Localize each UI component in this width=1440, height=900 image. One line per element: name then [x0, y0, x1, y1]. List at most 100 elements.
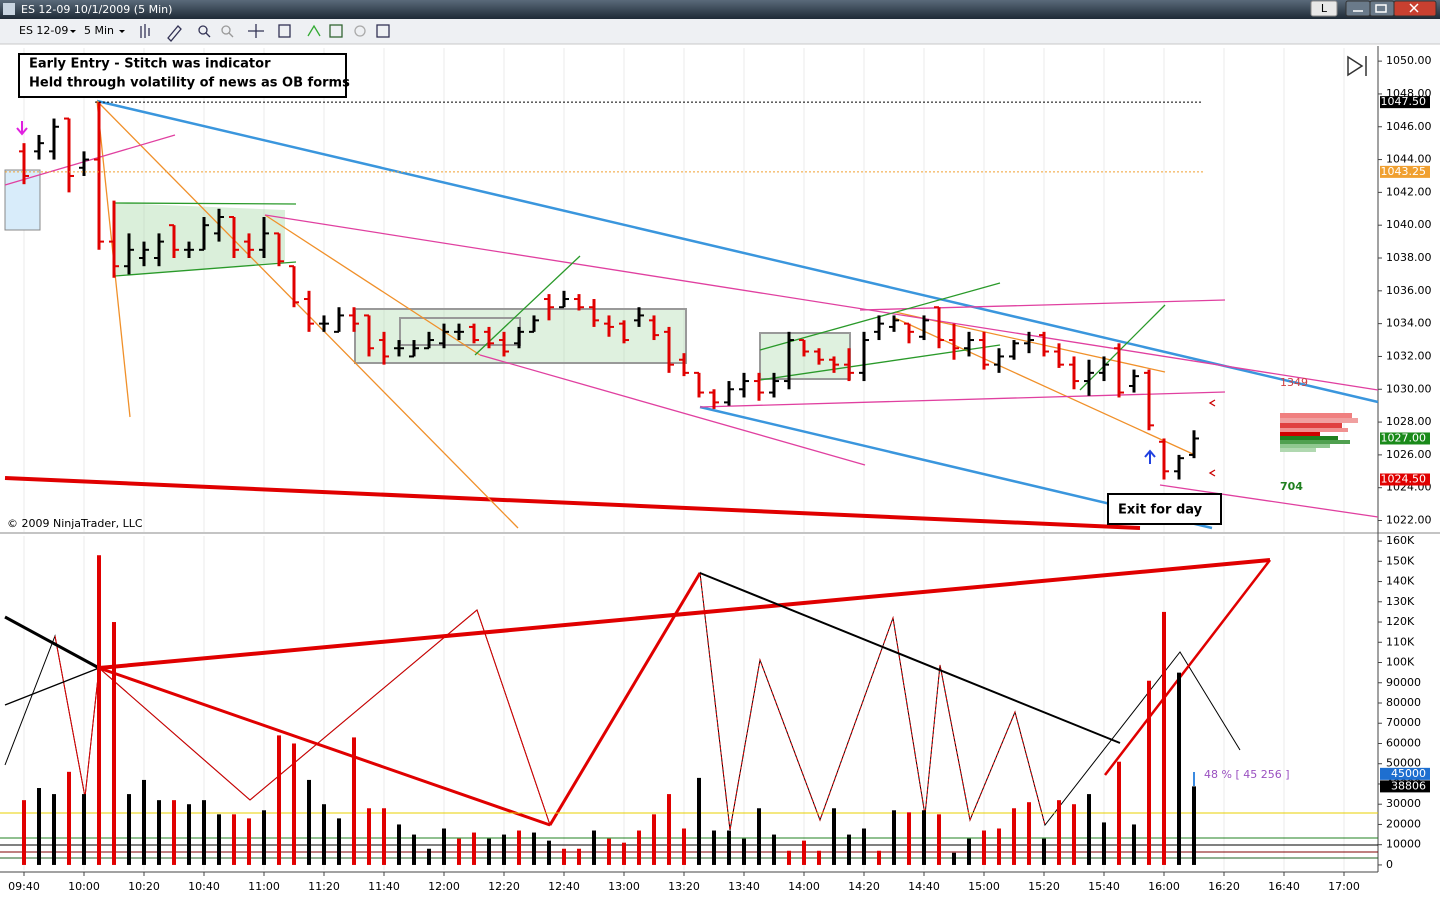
volume-bar — [307, 779, 311, 865]
y-tick-label: 1022.00 — [1386, 514, 1432, 527]
volume-bar — [727, 830, 731, 865]
marker-box — [1380, 96, 1430, 109]
instrument-selector[interactable]: ES 12-09 — [19, 24, 68, 37]
volume-bar — [157, 800, 161, 865]
toolbar — [0, 19, 1440, 44]
y-tick-label: 50000 — [1386, 757, 1421, 770]
exit-note-box — [1107, 493, 1222, 525]
minimize-button[interactable] — [1345, 0, 1371, 17]
toolbar-icons[interactable] — [140, 24, 390, 42]
volume-bar — [637, 830, 641, 865]
volume-bar — [892, 810, 896, 865]
volume-bar — [997, 828, 1001, 865]
volume-bar — [217, 814, 221, 865]
x-tick-label: 11:40 — [368, 880, 400, 893]
x-tick-label: 17:00 — [1328, 880, 1360, 893]
volume-bar — [607, 838, 611, 865]
y-tick-label: 90000 — [1386, 676, 1421, 689]
maximize-button[interactable] — [1369, 0, 1395, 17]
volume-bar — [1027, 802, 1031, 865]
volume-bar — [367, 808, 371, 865]
dropdown-arrow — [119, 30, 125, 33]
y-tick-label: 1038.00 — [1386, 251, 1432, 264]
volume-bar — [1147, 680, 1151, 865]
volume-bar — [142, 779, 146, 865]
volume-bar — [112, 622, 116, 865]
x-tick-label: 15:20 — [1028, 880, 1060, 893]
volume-bar — [352, 737, 356, 865]
volume-bar — [172, 800, 176, 865]
marker-label: 1043.25 — [1381, 165, 1427, 178]
volume-bar — [397, 824, 401, 865]
volume-bar — [1087, 794, 1091, 865]
y-tick-label: 110K — [1386, 635, 1415, 648]
volume-bar — [502, 834, 506, 865]
y-tick-label: 0 — [1386, 858, 1393, 871]
x-tick-label: 11:20 — [308, 880, 340, 893]
volume-bar — [622, 842, 626, 865]
y-tick-label: 70000 — [1386, 716, 1421, 729]
depth-ask-size: 1349 — [1280, 376, 1308, 389]
x-tick-label: 15:00 — [968, 880, 1000, 893]
volume-bar — [922, 810, 926, 865]
y-tick-label: 80000 — [1386, 696, 1421, 709]
y-tick-label: 1044.00 — [1386, 153, 1432, 166]
y-tick-label: 1030.00 — [1386, 382, 1432, 395]
volume-bar — [1162, 611, 1166, 865]
volume-bar — [277, 735, 281, 865]
marker-box — [1380, 767, 1430, 780]
x-tick-label: 10:00 — [68, 880, 100, 893]
marker-box — [1380, 165, 1430, 178]
window-title: ES 12-09 10/1/2009 (5 Min) — [21, 3, 172, 16]
x-tick-label: 13:40 — [728, 880, 760, 893]
title-bar — [0, 0, 1440, 19]
marker-box — [1380, 473, 1430, 486]
x-tick-label: 12:40 — [548, 880, 580, 893]
y-tick-label: 20000 — [1386, 817, 1421, 830]
marker-label: 38806 — [1391, 779, 1426, 792]
x-tick-label: 13:00 — [608, 880, 640, 893]
depth-bid-size: 704 — [1280, 480, 1303, 493]
interval-selector[interactable]: 5 Min — [84, 24, 114, 37]
volume-bar — [247, 818, 251, 865]
volume-bar — [22, 800, 26, 865]
volume-bar — [592, 830, 596, 865]
volume-bar — [472, 832, 476, 865]
volume-bar — [952, 852, 956, 865]
y-tick-label: 1040.00 — [1386, 218, 1432, 231]
link-button-label: L — [1321, 2, 1328, 15]
volume-bar — [487, 838, 491, 865]
volume-bar — [1057, 800, 1061, 865]
link-button[interactable] — [1310, 0, 1338, 17]
volume-bar — [1117, 761, 1121, 865]
volume-bar — [322, 804, 326, 865]
volume-bar — [742, 838, 746, 865]
depth-histogram — [1280, 413, 1358, 452]
marker-box — [1380, 432, 1430, 445]
volume-drawings — [0, 558, 1378, 859]
x-tick-label: 11:00 — [248, 880, 280, 893]
exit-note: Exit for day — [1118, 503, 1203, 518]
volume-bar — [517, 830, 521, 865]
volume-bar — [712, 830, 716, 865]
y-tick-label: 140K — [1386, 575, 1415, 588]
window-button-glyphs — [1353, 3, 1419, 13]
entry-note-line: Held through volatility of news as OB fo… — [29, 76, 350, 91]
volume-bar — [847, 834, 851, 865]
volume-bar — [127, 794, 131, 865]
x-tick-label: 10:20 — [128, 880, 160, 893]
y-tick-label: 1028.00 — [1386, 415, 1432, 428]
volume-bar — [1177, 672, 1181, 865]
grid — [23, 48, 1345, 870]
x-tick-label: 10:40 — [188, 880, 220, 893]
y-tick-label: 1032.00 — [1386, 349, 1432, 362]
volume-bar — [1192, 786, 1196, 865]
volume-bar — [292, 743, 296, 865]
volume-bar — [667, 794, 671, 865]
marker-label: 1047.50 — [1381, 95, 1427, 108]
volume-bar — [412, 834, 416, 865]
x-tick-label: 12:00 — [428, 880, 460, 893]
volume-bar — [532, 832, 536, 865]
x-tick-label: 09:40 — [8, 880, 40, 893]
